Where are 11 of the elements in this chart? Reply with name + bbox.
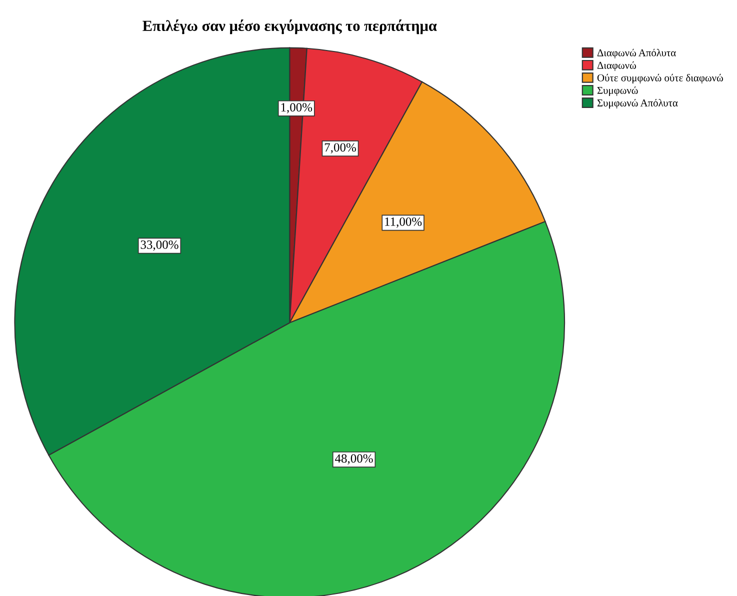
legend-label: Διαφωνώ [597,61,636,71]
chart-title: Επιλέγω σαν μέσο εκγύμνασης το περπάτημα [142,20,437,34]
data-label: 1,00% [281,103,312,114]
legend-label: Συμφωνώ Απόλυτα [597,98,678,109]
data-label: 7,00% [324,143,356,154]
data-label: 33,00% [140,240,178,251]
data-label: 11,00% [385,217,422,228]
data-label: 48,00% [334,454,373,464]
legend-label: Ούτε συμφωνώ ούτε διαφωνώ [597,74,723,84]
legend-label: Διαφωνώ Απόλυτα [597,48,676,58]
legend-label: Συμφωνώ [597,86,638,96]
